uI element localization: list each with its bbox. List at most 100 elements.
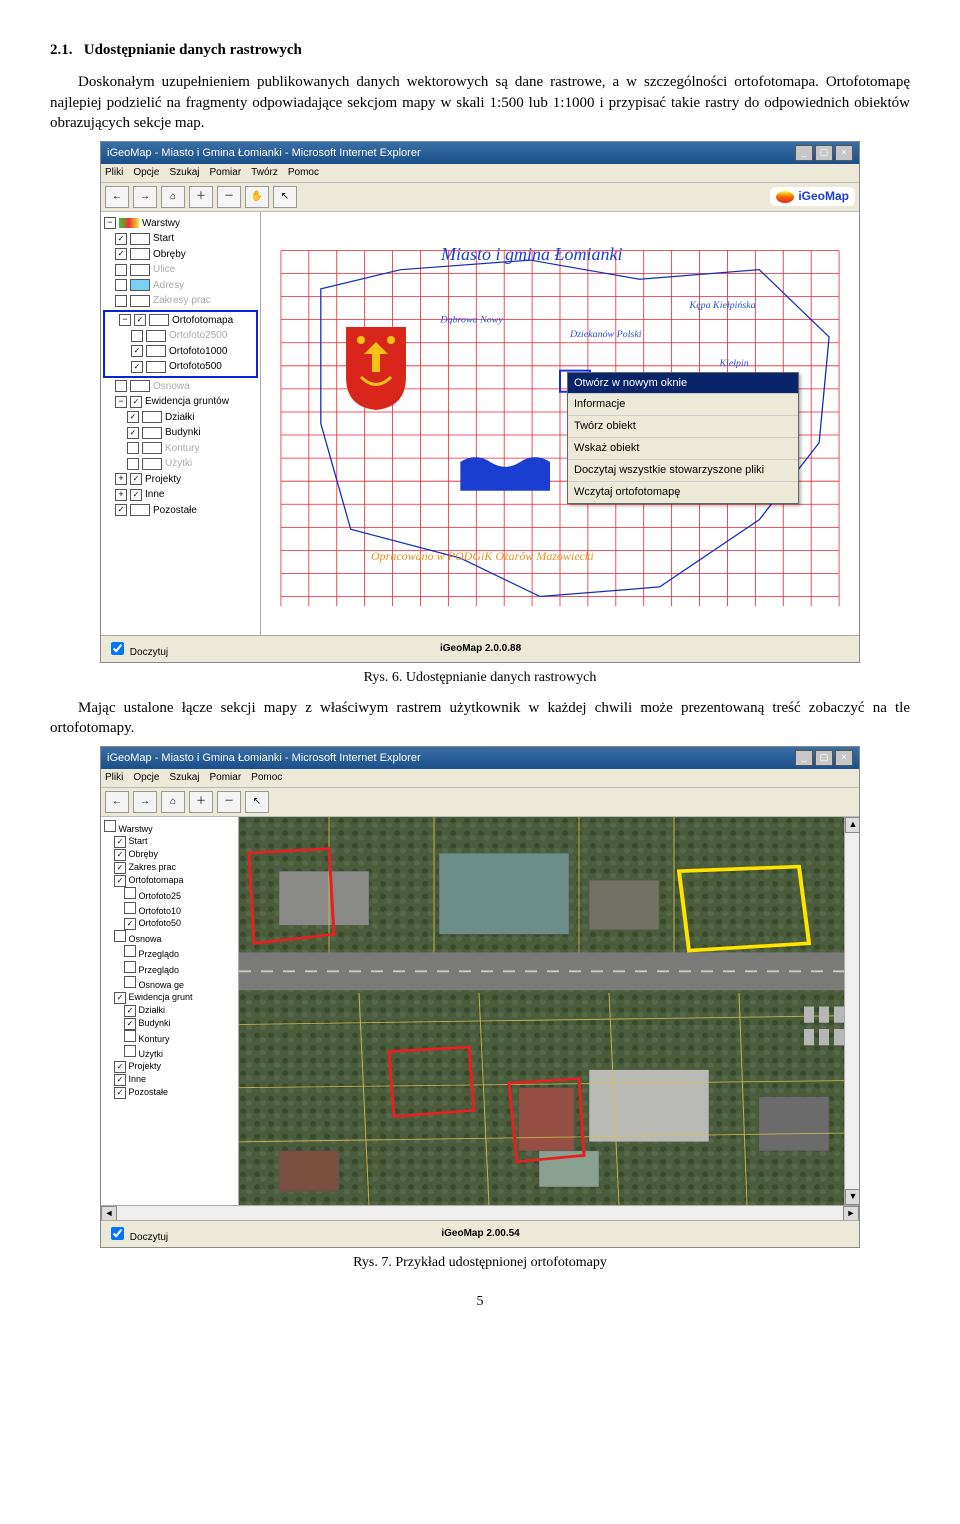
doczytuj-checkbox[interactable]: [111, 642, 124, 655]
horizontal-scrollbar[interactable]: ◄►: [101, 1205, 859, 1220]
layer-label[interactable]: Pozostałe: [129, 1087, 169, 1097]
zoom-out-button[interactable]: －: [217, 186, 241, 208]
layer-checkbox[interactable]: ✓: [115, 248, 127, 260]
menu-item[interactable]: Pomoc: [251, 771, 282, 785]
layer-checkbox[interactable]: [127, 458, 139, 470]
layer-label[interactable]: Ortofoto10: [139, 906, 182, 916]
layer-checkbox[interactable]: ✓: [114, 862, 126, 874]
back-button[interactable]: ←: [105, 791, 129, 813]
layer-label[interactable]: Osnowa ge: [139, 980, 185, 990]
layer-label[interactable]: Projekty: [129, 1061, 162, 1071]
tree-toggle-icon[interactable]: +: [115, 473, 127, 485]
doczytuj-checkbox[interactable]: [111, 1227, 124, 1240]
menu-item[interactable]: Szukaj: [169, 771, 199, 785]
layer-label[interactable]: Inne: [129, 1074, 147, 1084]
menu-item[interactable]: Twórz: [251, 166, 278, 180]
layer-checkbox[interactable]: [124, 1045, 136, 1057]
vertical-scrollbar[interactable]: ▲▼: [844, 817, 859, 1205]
ctx-item[interactable]: Wczytaj ortofotomapę: [568, 481, 798, 503]
layer-label[interactable]: Projekty: [145, 473, 181, 487]
ctx-header[interactable]: Otwórz w nowym oknie: [568, 373, 798, 394]
home-button[interactable]: ⌂: [161, 186, 185, 208]
ctx-item[interactable]: Wskaż obiekt: [568, 437, 798, 459]
layer-checkbox[interactable]: [115, 295, 127, 307]
tree-toggle-icon[interactable]: −: [115, 396, 127, 408]
layer-label[interactable]: Ortofotomapa: [129, 875, 184, 885]
layer-checkbox[interactable]: ✓: [114, 992, 126, 1004]
hand-button[interactable]: ✋: [245, 186, 269, 208]
layer-checkbox[interactable]: ✓: [114, 1087, 126, 1099]
tree-root-label[interactable]: Warstwy: [142, 217, 180, 231]
layer-label[interactable]: Obręby: [129, 849, 159, 859]
fwd-button[interactable]: →: [133, 791, 157, 813]
layers-panel[interactable]: −Warstwy ✓Start✓ObrębyUliceAdresyZakresy…: [101, 212, 261, 635]
layer-checkbox[interactable]: [124, 887, 136, 899]
layer-label[interactable]: Kontury: [165, 442, 199, 456]
layer-checkbox[interactable]: [115, 264, 127, 276]
map-view[interactable]: Kępa Kiełpińska Kiełpin Dziekanów Polski…: [261, 212, 859, 635]
layer-label[interactable]: Start: [153, 232, 174, 246]
layer-label[interactable]: Budynki: [139, 1018, 171, 1028]
layer-label[interactable]: Działki: [139, 1005, 166, 1015]
layer-checkbox[interactable]: [124, 961, 136, 973]
layer-checkbox[interactable]: [124, 976, 136, 988]
layer-checkbox[interactable]: ✓: [124, 918, 136, 930]
layer-checkbox[interactable]: ✓: [127, 411, 139, 423]
menu-item[interactable]: Pliki: [105, 166, 123, 180]
layer-label[interactable]: Obręby: [153, 248, 186, 262]
layer-checkbox[interactable]: ✓: [114, 836, 126, 848]
menu-item[interactable]: Pomiar: [209, 166, 241, 180]
menu-item[interactable]: Szukaj: [169, 166, 199, 180]
menu-item[interactable]: Pliki: [105, 771, 123, 785]
toolbar[interactable]: ← → ⌂ ＋ － ↖: [101, 788, 859, 817]
layer-label[interactable]: Zakresy prac: [153, 294, 211, 308]
layer-label[interactable]: Pozostałe: [153, 504, 197, 518]
menubar[interactable]: Pliki Opcje Szukaj Pomiar Twórz Pomoc: [101, 164, 859, 183]
context-menu[interactable]: Otwórz w nowym oknie Informacje Twórz ob…: [567, 372, 799, 504]
ctx-item[interactable]: Doczytaj wszystkie stowarzyszone pliki: [568, 459, 798, 481]
menu-item[interactable]: Opcje: [133, 771, 159, 785]
zoom-in-button[interactable]: ＋: [189, 186, 213, 208]
layer-checkbox[interactable]: ✓: [114, 1074, 126, 1086]
layer-label[interactable]: Ortofoto50: [139, 918, 182, 928]
layer-label[interactable]: Warstwy: [119, 824, 153, 834]
fwd-button[interactable]: →: [133, 186, 157, 208]
ctx-item[interactable]: Twórz obiekt: [568, 415, 798, 437]
tree-toggle-icon[interactable]: −: [119, 314, 131, 326]
ctx-item[interactable]: Informacje: [568, 393, 798, 415]
layer-checkbox[interactable]: ✓: [130, 473, 142, 485]
layer-checkbox[interactable]: ✓: [131, 361, 143, 373]
layer-label[interactable]: Działki: [165, 411, 194, 425]
zoom-out-button[interactable]: －: [217, 791, 241, 813]
layer-checkbox[interactable]: [104, 820, 116, 832]
layer-checkbox[interactable]: ✓: [124, 1005, 136, 1017]
layer-checkbox[interactable]: [115, 279, 127, 291]
back-button[interactable]: ←: [105, 186, 129, 208]
layer-checkbox[interactable]: ✓: [115, 233, 127, 245]
layer-label[interactable]: Użytki: [165, 457, 192, 471]
layer-checkbox[interactable]: ✓: [131, 345, 143, 357]
layer-checkbox[interactable]: ✓: [114, 1061, 126, 1073]
layer-label[interactable]: Przeglądo: [139, 965, 180, 975]
layer-label[interactable]: Ortofotomapa: [172, 314, 233, 328]
layer-label[interactable]: Przeglądo: [139, 949, 180, 959]
home-button[interactable]: ⌂: [161, 791, 185, 813]
zoom-in-button[interactable]: ＋: [189, 791, 213, 813]
pointer-button[interactable]: ↖: [273, 186, 297, 208]
layer-label[interactable]: Start: [129, 836, 148, 846]
layer-checkbox[interactable]: ✓: [130, 396, 142, 408]
layer-checkbox[interactable]: [114, 930, 126, 942]
tree-toggle-icon[interactable]: −: [104, 217, 116, 229]
layer-checkbox[interactable]: [124, 945, 136, 957]
layer-label[interactable]: Ortofoto500: [169, 360, 222, 374]
tree-toggle-icon[interactable]: +: [115, 489, 127, 501]
layer-label[interactable]: Ortofoto25: [139, 891, 182, 901]
layer-checkbox[interactable]: [131, 330, 143, 342]
layer-label[interactable]: Ortofoto2500: [169, 329, 227, 343]
layer-label[interactable]: Budynki: [165, 426, 201, 440]
layer-checkbox[interactable]: ✓: [127, 427, 139, 439]
window-buttons[interactable]: _▢×: [793, 145, 853, 161]
layer-checkbox[interactable]: [127, 442, 139, 454]
layer-checkbox[interactable]: ✓: [114, 849, 126, 861]
layer-label[interactable]: Osnowa: [153, 380, 190, 394]
